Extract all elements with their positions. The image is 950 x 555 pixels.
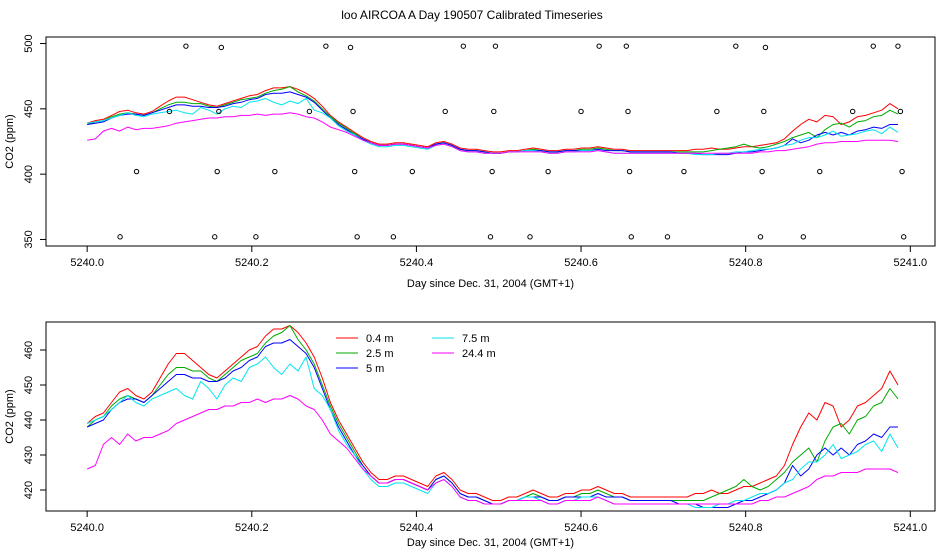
y-tick-label: 430 [23,446,35,464]
chart-title: loo AIRCOA A Day 190507 Calibrated Times… [341,8,602,22]
y-tick-label: 450 [23,376,35,394]
marker-point [897,108,904,115]
marker-point [323,43,329,49]
marker-point [895,43,901,49]
marker-point [212,234,218,240]
y-tick-label: 450 [23,100,35,118]
marker-point [762,44,769,51]
marker-point [901,234,907,240]
x-tick-label: 5240.6 [564,522,598,534]
x-tick-label: 5240.2 [235,522,269,534]
marker-point [757,234,764,240]
marker-point [351,168,358,175]
marker-point [218,44,225,51]
marker-point [664,234,671,240]
marker-point [578,108,584,115]
series-line [87,112,899,154]
x-tick-label: 5240.6 [564,257,598,269]
marker-point [390,234,397,240]
legend-label: 24.4 m [462,348,496,360]
x-tick-label: 5241.0 [893,257,927,269]
marker-point [623,43,630,49]
marker-point [849,108,856,115]
marker-point [214,168,220,175]
series-line [86,325,899,501]
x-tick-label: 5240.2 [235,257,269,269]
marker-point [487,234,494,240]
legend-label: 0.4 m [366,333,394,345]
panel-bottom: 5240.0 5240.2 5240.4 5240.6 5240.8 5241.0 420 4… [4,321,936,549]
y-tick-label: 440 [23,411,35,429]
marker-point [681,168,687,175]
marker-point [545,168,551,175]
x-tick-label: 5240.0 [70,257,104,269]
y-tick-label: 420 [23,481,35,499]
marker-point [870,43,876,49]
marker-point [527,234,533,240]
marker-point [714,108,720,115]
marker-point [166,108,173,115]
marker-point [759,168,765,175]
series-line [87,339,898,508]
plot-frame [45,36,936,247]
x-tick-label: 5241.0 [893,522,927,534]
marker-point [491,108,497,115]
marker-point [354,234,360,240]
marker-point [272,168,278,175]
marker-point [117,234,123,240]
marker-point [409,168,416,175]
legend-label: 7.5 m [462,333,490,345]
y-axis-title: CO2 (ppm) [4,389,16,443]
x-tick-label: 5240.4 [400,522,434,534]
marker-point [306,108,313,115]
marker-point [761,108,767,115]
marker-point [133,168,140,175]
x-tick-label: 5240.0 [70,522,104,534]
marker-point [800,234,806,240]
marker-point [216,108,222,115]
panel-top: 5240.0 5240.2 5240.4 5240.6 5240.8 5241.0 350 4… [4,34,936,290]
series-line [87,356,899,508]
marker-point [183,43,189,49]
marker-point [347,44,354,51]
series-line [87,91,898,156]
marker-point [817,168,823,175]
series-line [87,395,899,505]
y-axis-title: CO2 (ppm) [4,114,16,168]
marker-point [492,43,499,49]
y-tick-label: 400 [23,165,35,183]
x-tick-label: 5240.8 [729,522,763,534]
marker-point [899,168,905,175]
legend-label: 5 m [366,363,384,375]
x-tick-label: 5240.8 [729,257,763,269]
marker-point [733,43,739,49]
legend-label: 2.5 m [366,348,394,360]
marker-point [442,108,448,115]
series-line [87,97,899,156]
series-line [87,86,899,154]
marker-point [350,108,356,115]
x-tick-label: 5240.4 [400,257,434,269]
y-tick-label: 460 [23,341,35,359]
x-axis-title: Day since Dec. 31, 2004 (GMT+1) [407,278,574,290]
marker-point [460,43,467,49]
marker-point [253,234,259,240]
x-axis-title: Day since Dec. 31, 2004 (GMT+1) [407,537,574,549]
marker-point [596,43,602,49]
marker-point [625,108,631,115]
marker-point [628,234,634,240]
marker-point [626,168,633,175]
y-tick-label: 350 [23,230,35,248]
series-line [87,86,899,153]
marker-point [489,168,495,175]
plot-frame [45,321,936,512]
y-tick-label: 500 [23,34,35,52]
